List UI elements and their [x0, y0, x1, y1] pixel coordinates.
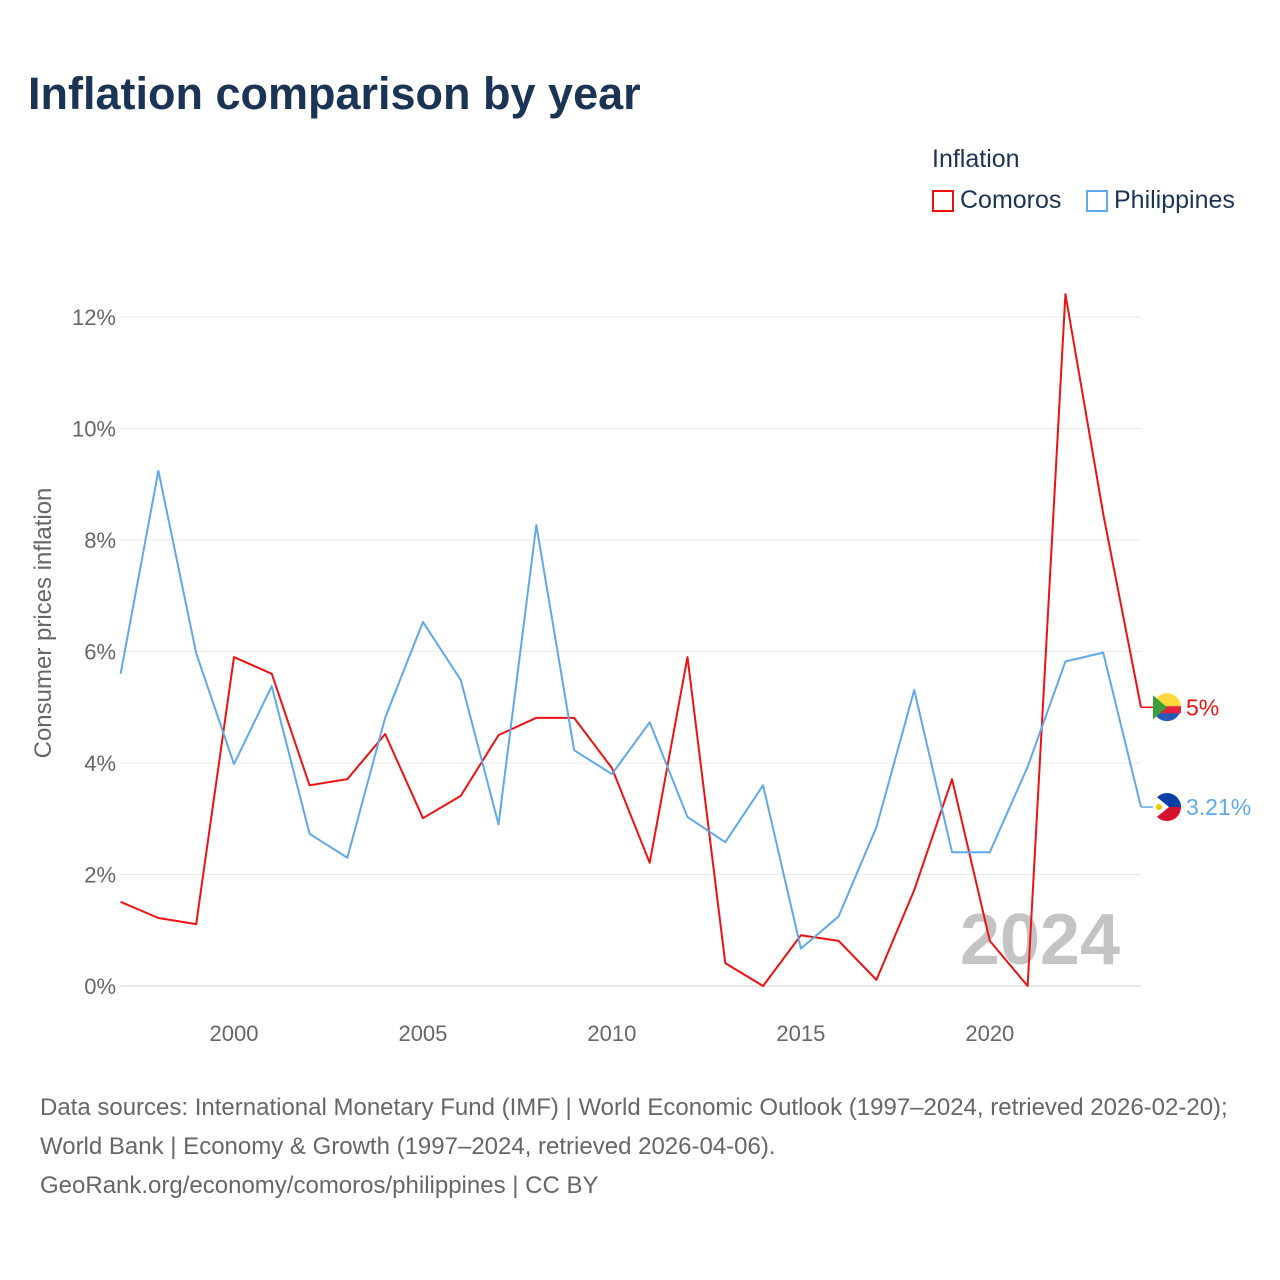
y-tick-label: 6% [84, 640, 116, 665]
x-tick-label: 2000 [210, 1021, 259, 1046]
data-point-philippines [1026, 765, 1030, 769]
data-point-philippines [497, 822, 501, 826]
data-point-philippines [837, 914, 841, 918]
series-line-comoros [120, 293, 1142, 987]
data-point-comoros [648, 861, 652, 865]
data-point-philippines [1063, 660, 1067, 664]
data-point-comoros [497, 733, 501, 737]
line-chart: Consumer prices inflation 0% 2% 4% 6% 8% 10% 1… [30, 292, 1251, 1046]
data-point-philippines [761, 783, 765, 787]
year-watermark: 2024 [960, 900, 1120, 980]
x-tick-label: 2015 [776, 1021, 825, 1046]
y-tick-label: 8% [84, 528, 116, 553]
end-value-label-philippines: 3.21% [1186, 794, 1251, 820]
data-point-comoros [308, 783, 312, 787]
legend-swatch-comoros [932, 189, 954, 212]
flag-sun [1156, 804, 1162, 811]
data-point-comoros [421, 816, 425, 820]
data-point-philippines [345, 856, 349, 860]
y-tick-label: 4% [84, 751, 116, 776]
data-point-philippines [1101, 651, 1105, 655]
y-tick-label: 10% [72, 417, 116, 442]
x-tick-label: 2010 [587, 1021, 636, 1046]
data-point-philippines [874, 825, 878, 829]
data-point-comoros [610, 766, 614, 770]
data-point-comoros [383, 732, 387, 736]
flag-stripe [1153, 706, 1181, 714]
credit-link[interactable]: GeoRank.org/economy/comoros/philippines … [40, 1172, 599, 1199]
data-point-philippines [572, 748, 576, 752]
data-point-comoros [194, 922, 198, 926]
chart-title: Inflation comparison by year [28, 68, 641, 119]
data-point-philippines [648, 720, 652, 724]
data-point-philippines [383, 716, 387, 720]
data-point-comoros [459, 794, 463, 798]
data-point-philippines [988, 850, 992, 854]
legend-label: Comoros [960, 186, 1062, 214]
legend-item-philippines[interactable]: Philippines [1086, 186, 1235, 215]
data-point-philippines [232, 762, 236, 766]
flag-icon-philippines [1153, 793, 1181, 822]
data-point-philippines [119, 672, 123, 676]
data-point-comoros [232, 655, 236, 659]
footer: Data sources: International Monetary Fun… [40, 1088, 1250, 1205]
data-point-comoros [270, 672, 274, 676]
legend-swatch-philippines [1086, 189, 1108, 212]
data-point-philippines [534, 523, 538, 527]
data-point-philippines [950, 850, 954, 854]
data-point-philippines [156, 469, 160, 473]
data-point-philippines [723, 840, 727, 844]
data-point-philippines [270, 684, 274, 688]
x-tick-label: 2020 [965, 1021, 1014, 1046]
y-tick-label: 0% [84, 974, 116, 999]
data-point-comoros [837, 939, 841, 943]
data-point-comoros [799, 933, 803, 937]
flag-triangle [1153, 695, 1167, 720]
data-point-philippines [308, 832, 312, 836]
data-point-philippines [799, 947, 803, 951]
y-tick-label: 12% [72, 305, 116, 330]
data-point-comoros [156, 916, 160, 920]
y-axis-label: Consumer prices inflation [30, 488, 57, 759]
data-point-philippines [685, 815, 689, 819]
data-point-philippines [459, 678, 463, 682]
data-point-comoros [874, 978, 878, 982]
data-point-comoros [950, 777, 954, 781]
data-point-philippines [610, 772, 614, 776]
data-point-comoros [1101, 512, 1105, 516]
flag-icon-comoros [1153, 693, 1181, 722]
data-point-comoros [1026, 984, 1030, 988]
data-point-comoros [723, 961, 727, 965]
data-point-comoros [988, 939, 992, 943]
data-point-philippines [194, 651, 198, 655]
data-point-comoros [572, 716, 576, 720]
data-point-comoros [761, 984, 765, 988]
data-point-comoros [1063, 292, 1067, 296]
data-point-comoros [685, 655, 689, 659]
data-point-comoros [345, 777, 349, 781]
legend-label: Philippines [1114, 186, 1235, 214]
data-point-comoros [119, 900, 123, 904]
data-point-comoros [534, 716, 538, 720]
y-tick-label: 2% [84, 863, 116, 888]
end-value-label-comoros: 5% [1186, 694, 1219, 720]
x-tick-label: 2005 [398, 1021, 447, 1046]
data-sources: Data sources: International Monetary Fun… [40, 1094, 1228, 1160]
data-point-comoros [912, 888, 916, 892]
series-line-philippines [119, 469, 1142, 950]
data-point-philippines [421, 620, 425, 624]
legend-item-comoros[interactable]: Comoros [932, 186, 1061, 215]
data-point-philippines [912, 688, 916, 692]
legend-title: Inflation [932, 145, 1020, 173]
